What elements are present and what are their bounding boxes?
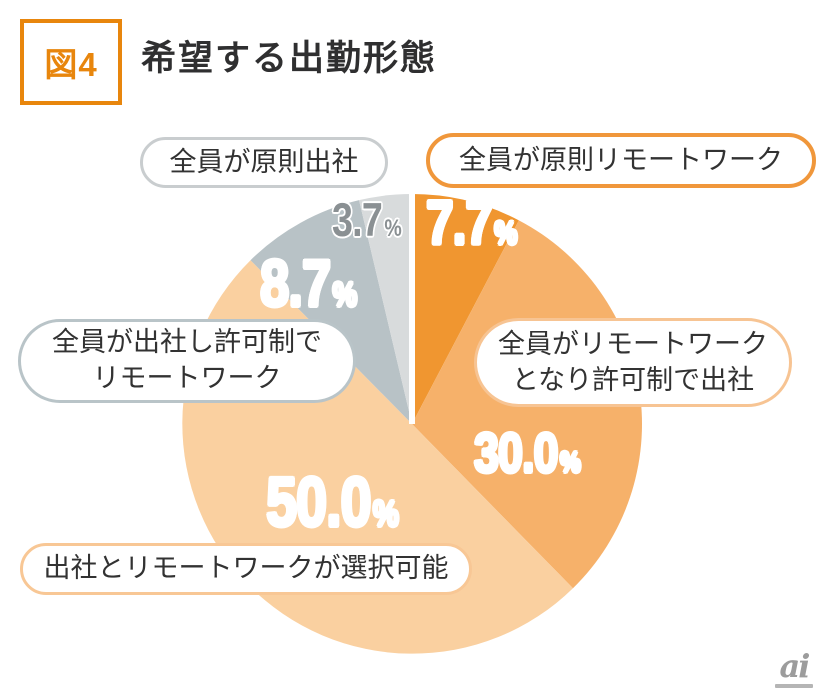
callout-remote-permit-office: 全員がリモートワーク となり許可制で出社 [474,318,792,407]
callout-label-line: 全員がリモートワーク [498,328,768,359]
callout-label-line: 出社とリモートワークが選択可能 [43,553,449,584]
callout-label-line: となり許可制で出社 [511,364,755,395]
pie-value-number: 50.0 [266,463,372,541]
callout-all-office: 全員が原則出社 [140,137,388,188]
percent-sign: % [384,215,402,242]
percent-sign: % [560,447,581,479]
pie-slice-5 [359,194,412,424]
pie-value-office-permit-remote: 8.7% [260,250,357,316]
callout-label-line: 全員が原則リモートワーク [459,144,783,175]
publisher-logo: ai [772,650,816,688]
pie-value-remote-permit-office: 30.0% [474,425,581,481]
percent-sign: % [332,276,357,314]
publisher-logo-subtext-bar [775,684,813,688]
percent-sign: % [494,215,517,251]
pie-value-number: 8.7 [260,246,331,320]
pie-value-choice: 50.0% [266,467,399,537]
pie-value-all-office: 3.7% [332,193,402,246]
callout-office-permit-remote: 全員が出社し許可制で リモートワーク [18,319,356,403]
callout-label-line: 全員が出社し許可制で [52,327,322,358]
publisher-logo-text: ai [779,647,811,685]
figure-number-badge: 図4 [20,19,122,105]
page-title: 希望する出勤形態 [141,39,438,78]
pie-value-all-remote: 7.7% [426,193,517,255]
callout-choice-available: 出社とリモートワークが選択可能 [20,543,472,595]
callout-label-line: リモートワーク [92,363,282,393]
percent-sign: % [372,493,399,534]
pie-value-number: 3.7 [332,193,383,246]
pie-slice-4 [250,200,412,424]
pie-value-number: 7.7 [426,189,493,258]
figure-number-label: 図4 [44,46,98,83]
pie-slice-1 [412,194,519,424]
callout-all-remote: 全員が原則リモートワーク [426,133,816,188]
callout-label-line: 全員が原則出社 [169,146,359,177]
pie-value-number: 30.0 [474,421,559,484]
